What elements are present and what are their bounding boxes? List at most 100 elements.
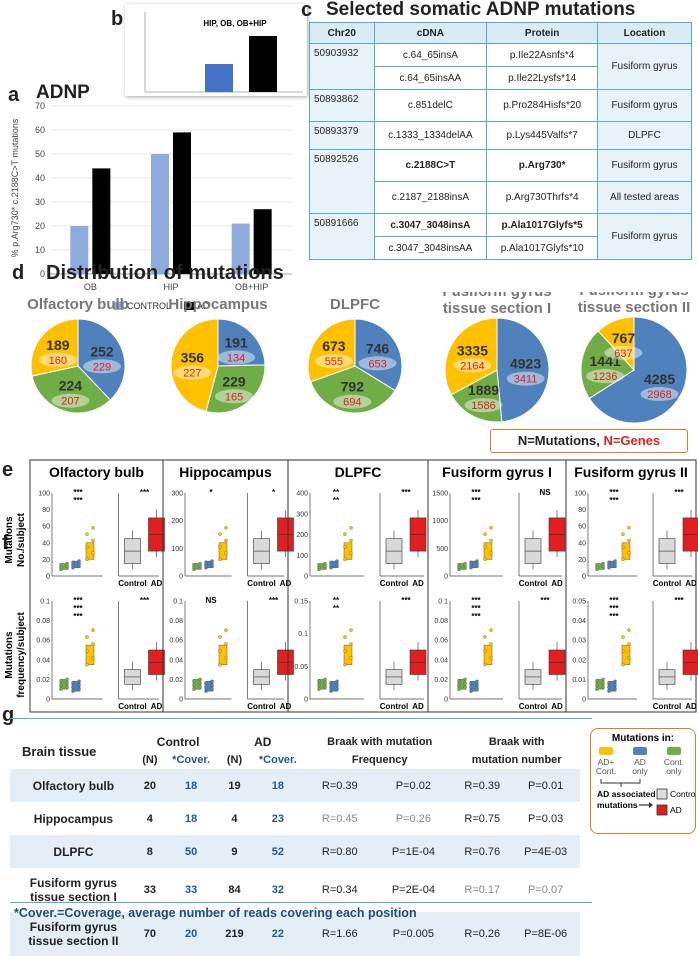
panel-b-box: HIP, OB, OB+HIP (125, 4, 307, 96)
freq-p: P=2E-04 (391, 884, 435, 896)
y-tick-label: 0.04 (169, 657, 183, 664)
data-point (343, 545, 347, 549)
pie-slice (217, 318, 266, 367)
pie-slice (77, 318, 126, 401)
significance-mark: ** (333, 488, 340, 497)
y-tick-label: 0.02 (572, 657, 586, 664)
header-braak-num-1: Braak with (488, 736, 545, 748)
gene-count-bubble (173, 365, 212, 380)
ad-n: 84 (228, 884, 241, 896)
pie-subtitle: tissue section II (578, 299, 691, 316)
pie-mutation-count: 792 (341, 379, 365, 395)
data-point (613, 687, 617, 691)
data-point (65, 681, 69, 686)
data-point (323, 561, 327, 566)
pie-mutation-count: 3335 (457, 342, 488, 358)
data-point (218, 532, 222, 536)
data-point (85, 545, 89, 549)
significance-mark: * (209, 488, 213, 497)
pie-gene-count: 165 (225, 391, 243, 403)
boxplot-grid: Mutations No./subject Mutations frequenc… (4, 459, 698, 713)
data-point (218, 557, 222, 562)
header-tissue: Brain tissue (22, 743, 97, 759)
pie-gene-count: 3411 (514, 374, 538, 386)
pie-gene-count: 134 (227, 353, 245, 365)
table-row: Fusiform gyrus tissue section I 33 33 84 … (10, 868, 580, 912)
data-point (329, 685, 333, 689)
data-point (59, 679, 63, 684)
data-point (483, 635, 487, 639)
gene-count-bubble (333, 394, 372, 409)
data-point (457, 687, 461, 691)
table-header: Brain tissue Control AD Braak with mutat… (10, 733, 580, 759)
data-point (192, 679, 196, 684)
y-tick-label: 0.01 (572, 677, 586, 684)
data-point (627, 642, 631, 646)
y-tick-label: 0 (304, 574, 308, 581)
control-n: 8 (136, 835, 163, 868)
significance-mark: ** (333, 604, 340, 613)
panel-a-ylabel: % p.Arg730* c.2188C>T mutations (10, 118, 20, 257)
data-point (601, 677, 605, 682)
num-p: P=0.01 (511, 769, 580, 802)
x-label-control: Control (519, 579, 547, 588)
data-point (349, 642, 353, 646)
data-point (343, 662, 347, 667)
pie-slice (580, 330, 635, 400)
y-tick-label: 0.1 (438, 599, 448, 606)
cdna-cell: c.851delC (373, 89, 488, 122)
header-location: Location (597, 22, 692, 44)
data-point (91, 551, 95, 555)
x-label-ad: AD (151, 579, 163, 588)
pie-slice (31, 365, 112, 414)
panel-label-b: b (111, 8, 124, 30)
legend-genes: N=Genes (603, 433, 661, 448)
data-point (601, 561, 605, 566)
data-point (91, 538, 95, 543)
legend-control-box (656, 788, 668, 800)
data-point (218, 545, 222, 549)
f-row-label-1: Mutations (4, 631, 15, 679)
data-point (621, 662, 625, 667)
location-cell: Fusiform gyrus (597, 43, 692, 90)
panel-a-title: ADNP (36, 82, 90, 103)
data-point (627, 628, 631, 632)
coverage-footnote: *Cover.=Coverage, average number of read… (14, 906, 417, 920)
panel-b-title: HIP, OB, OB+HIP (203, 19, 267, 28)
boxplot-panel-frame (565, 459, 697, 713)
panel-label-a: a (8, 84, 20, 106)
control-cover: 50 (162, 835, 220, 868)
bar-control (70, 226, 89, 274)
y-tick-label: 0.06 (434, 638, 448, 645)
mutations-table: Chr20 cDNA Protein Location 50903932 c.6… (309, 22, 692, 260)
pie-chart: Olfactory bulb 252 229 224 207 189 160 (27, 296, 129, 414)
y-tick-label: 100 (296, 553, 308, 560)
y-tick-label: 0.08 (36, 618, 50, 625)
box (483, 644, 493, 665)
data-point (77, 687, 81, 691)
panel-b-chart: HIP, OB, OB+HIP (144, 12, 303, 93)
tissue-cell: DLPFC (10, 835, 137, 868)
gene-count-bubble (217, 350, 256, 365)
significance-mark: ** (333, 596, 340, 605)
y-tick-label: 200 (296, 532, 308, 539)
num-p: P=0.03 (528, 812, 564, 825)
significance-mark: *** (471, 488, 481, 497)
pie-mutation-count: 767 (612, 330, 636, 346)
header-braak-num-2: mutation number (471, 754, 562, 766)
mutation-groups-legend: Mutations in: AD+ Cont. AD only Cont. on… (590, 728, 698, 834)
header-braak-freq-1: Braak with mutation (327, 736, 433, 748)
gene-count-bubble (604, 345, 643, 360)
y-tick-label: 1000 (432, 518, 448, 525)
data-point (343, 557, 347, 562)
y-tick-label: 60 (35, 125, 45, 135)
y-tick-label: 0.06 (169, 638, 183, 645)
data-point (85, 635, 89, 639)
ad-cover: 23 (271, 812, 284, 825)
y-tick-label: 0 (46, 697, 50, 704)
legend-contonly-2: only (666, 766, 682, 776)
y-tick-label: 0.08 (169, 618, 183, 625)
data-point (198, 561, 202, 566)
